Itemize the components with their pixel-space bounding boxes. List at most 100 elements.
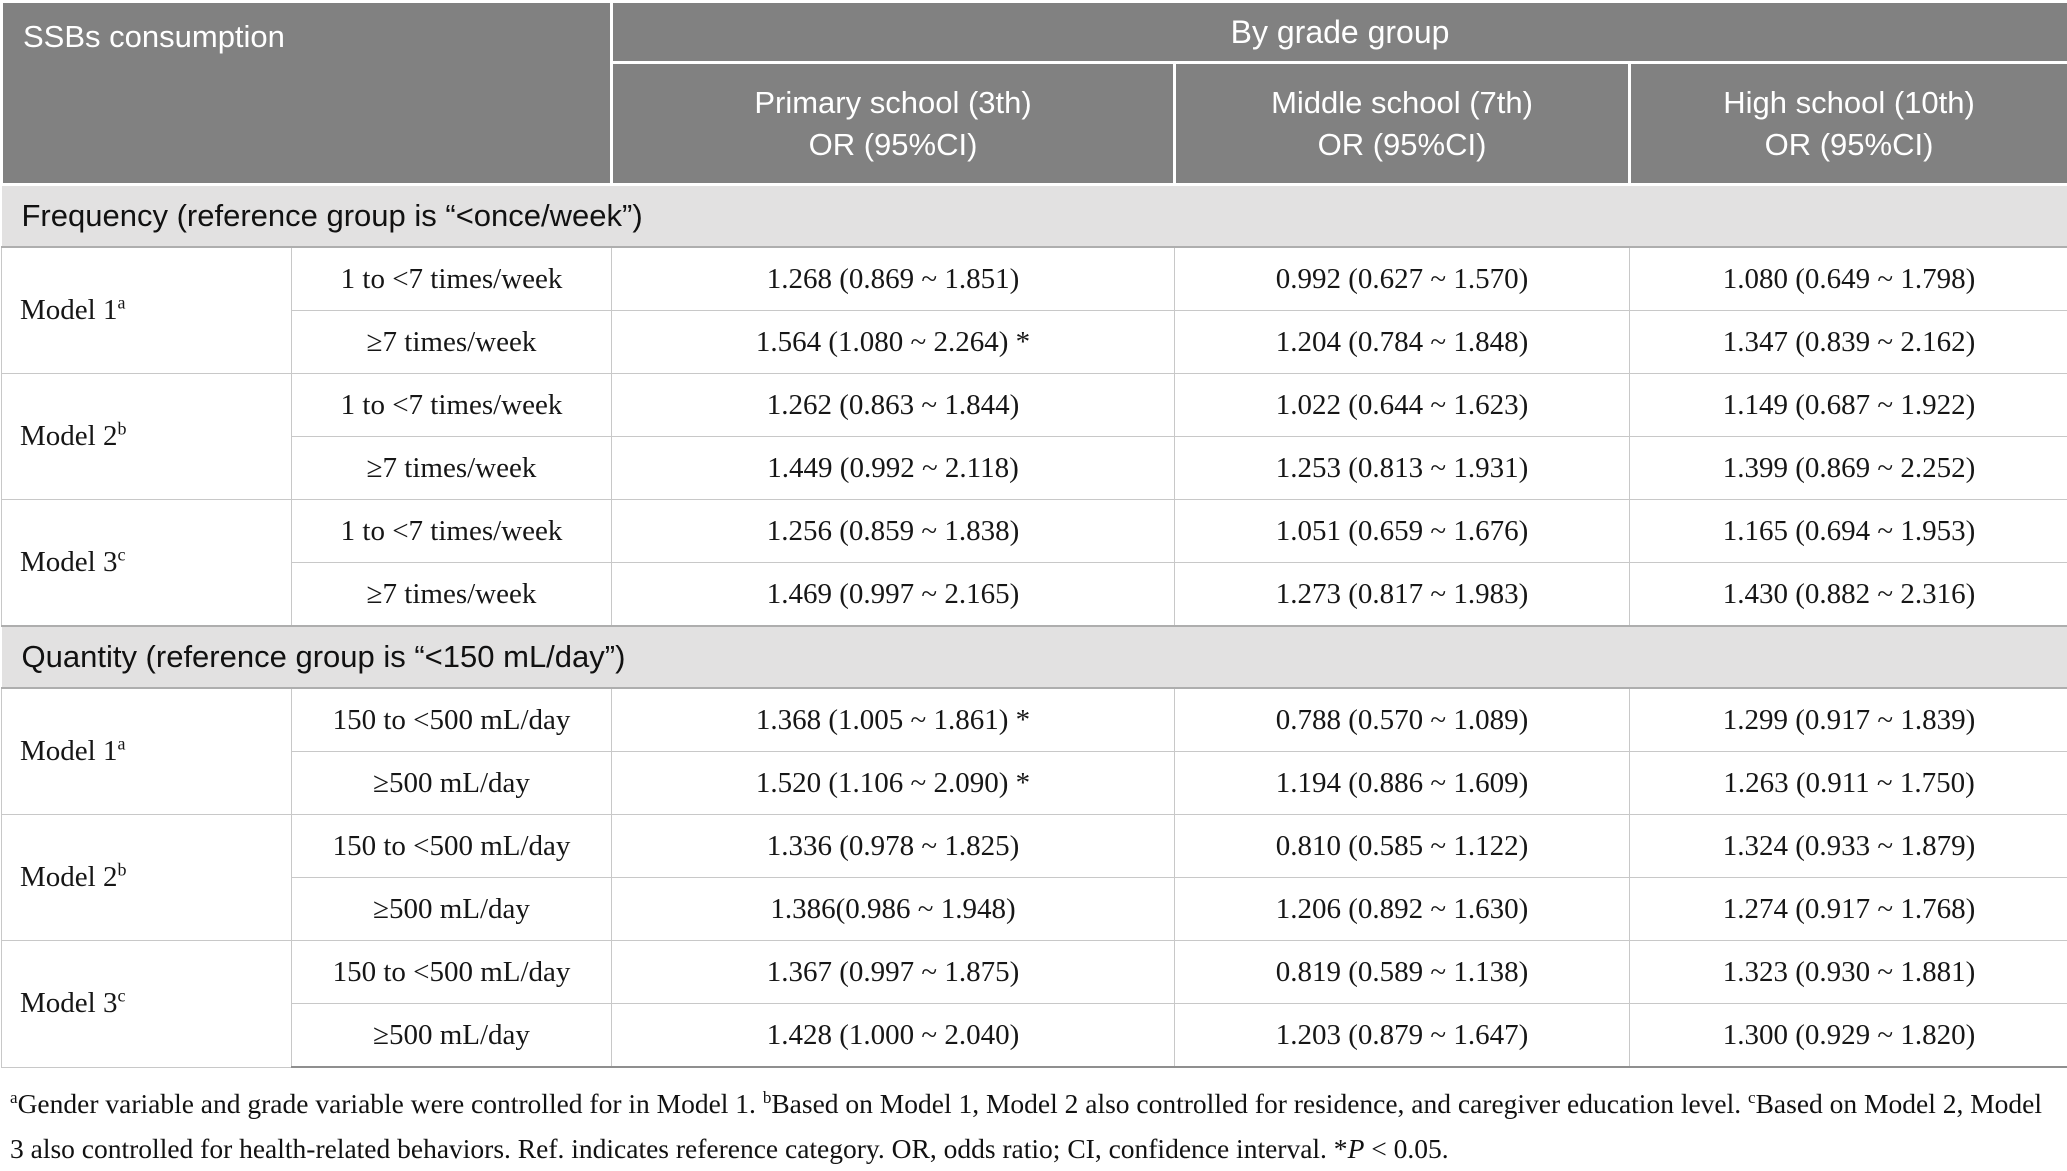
model-2-frequency-label: Model 2b bbox=[2, 374, 292, 500]
model-label: Model 1 bbox=[20, 735, 117, 767]
or-value-primary: 1.367 (0.997 ~ 1.875) bbox=[612, 941, 1175, 1004]
model-1-quantity-label: Model 1a bbox=[2, 688, 292, 815]
or-value-middle: 1.022 (0.644 ~ 1.623) bbox=[1175, 374, 1630, 437]
model-label-sup: c bbox=[117, 986, 125, 1006]
category-cell: 150 to <500 mL/day bbox=[292, 688, 612, 752]
category-cell: 1 to <7 times/week bbox=[292, 500, 612, 563]
or-value-middle: 1.051 (0.659 ~ 1.676) bbox=[1175, 500, 1630, 563]
footnote-text-1: Gender variable and grade variable were … bbox=[18, 1088, 763, 1119]
table-row: Model 3c 1 to <7 times/week 1.256 (0.859… bbox=[2, 500, 2067, 563]
table-body: Frequency (reference group is “<once/wee… bbox=[2, 185, 2067, 1068]
model-label-sup: a bbox=[117, 292, 125, 312]
or-value-high: 1.430 (0.882 ~ 2.316) bbox=[1630, 563, 2067, 627]
table-row: ≥500 mL/day 1.520 (1.106 ~ 2.090) * 1.19… bbox=[2, 752, 2067, 815]
model-label: Model 2 bbox=[20, 420, 117, 452]
or-value-primary: 1.268 (0.869 ~ 1.851) bbox=[612, 247, 1175, 311]
table-footnote: aGender variable and grade variable were… bbox=[10, 1082, 2055, 1171]
category-cell: ≥7 times/week bbox=[292, 563, 612, 627]
or-value-high: 1.300 (0.929 ~ 1.820) bbox=[1630, 1004, 2067, 1068]
table-row: Model 1a 150 to <500 mL/day 1.368 (1.005… bbox=[2, 688, 2067, 752]
table-row: ≥500 mL/day 1.386(0.986 ~ 1.948) 1.206 (… bbox=[2, 878, 2067, 941]
category-cell: 1 to <7 times/week bbox=[292, 247, 612, 311]
table-row: ≥7 times/week 1.564 (1.080 ~ 2.264) * 1.… bbox=[2, 311, 2067, 374]
model-label: Model 3 bbox=[20, 546, 117, 578]
or-value-primary: 1.256 (0.859 ~ 1.838) bbox=[612, 500, 1175, 563]
header-primary-line2: OR (95%CI) bbox=[614, 124, 1172, 166]
model-2-quantity-label: Model 2b bbox=[2, 815, 292, 941]
model-3-quantity-label: Model 3c bbox=[2, 941, 292, 1068]
section-row-frequency: Frequency (reference group is “<once/wee… bbox=[2, 185, 2067, 248]
table-row: Model 1a 1 to <7 times/week 1.268 (0.869… bbox=[2, 247, 2067, 311]
header-ssbs-consumption: SSBs consumption bbox=[2, 2, 612, 185]
or-value-middle: 1.194 (0.886 ~ 1.609) bbox=[1175, 752, 1630, 815]
category-cell: 150 to <500 mL/day bbox=[292, 941, 612, 1004]
footnote-sup-a: a bbox=[10, 1088, 18, 1107]
or-value-primary: 1.262 (0.863 ~ 1.844) bbox=[612, 374, 1175, 437]
or-value-middle: 1.253 (0.813 ~ 1.931) bbox=[1175, 437, 1630, 500]
header-high-line1: High school (10th) bbox=[1632, 82, 2066, 124]
footnote-p-symbol: P bbox=[1348, 1133, 1365, 1164]
or-value-high: 1.323 (0.930 ~ 1.881) bbox=[1630, 941, 2067, 1004]
table-row: Model 2b 150 to <500 mL/day 1.336 (0.978… bbox=[2, 815, 2067, 878]
or-value-primary: 1.564 (1.080 ~ 2.264) * bbox=[612, 311, 1175, 374]
or-value-middle: 1.204 (0.784 ~ 1.848) bbox=[1175, 311, 1630, 374]
header-primary-line1: Primary school (3th) bbox=[614, 82, 1172, 124]
or-value-high: 1.324 (0.933 ~ 1.879) bbox=[1630, 815, 2067, 878]
category-cell: ≥7 times/week bbox=[292, 311, 612, 374]
table-row: ≥7 times/week 1.469 (0.997 ~ 2.165) 1.27… bbox=[2, 563, 2067, 627]
or-value-primary: 1.368 (1.005 ~ 1.861) * bbox=[612, 688, 1175, 752]
table-row: Model 3c 150 to <500 mL/day 1.367 (0.997… bbox=[2, 941, 2067, 1004]
or-value-primary: 1.386(0.986 ~ 1.948) bbox=[612, 878, 1175, 941]
header-high-line2: OR (95%CI) bbox=[1632, 124, 2066, 166]
model-3-frequency-label: Model 3c bbox=[2, 500, 292, 627]
or-value-primary: 1.520 (1.106 ~ 2.090) * bbox=[612, 752, 1175, 815]
model-label-sup: b bbox=[117, 418, 126, 438]
category-cell: ≥500 mL/day bbox=[292, 752, 612, 815]
model-label: Model 3 bbox=[20, 987, 117, 1019]
model-label: Model 2 bbox=[20, 861, 117, 893]
table-header: SSBs consumption By grade group Primary … bbox=[2, 2, 2067, 185]
header-middle-line2: OR (95%CI) bbox=[1177, 124, 1627, 166]
or-value-middle: 1.203 (0.879 ~ 1.647) bbox=[1175, 1004, 1630, 1068]
or-value-middle: 0.992 (0.627 ~ 1.570) bbox=[1175, 247, 1630, 311]
section-row-quantity: Quantity (reference group is “<150 mL/da… bbox=[2, 626, 2067, 688]
section-title-frequency: Frequency (reference group is “<once/wee… bbox=[2, 185, 2067, 248]
results-table: SSBs consumption By grade group Primary … bbox=[0, 0, 2067, 1068]
category-cell: 1 to <7 times/week bbox=[292, 374, 612, 437]
or-value-high: 1.399 (0.869 ~ 2.252) bbox=[1630, 437, 2067, 500]
section-title-quantity: Quantity (reference group is “<150 mL/da… bbox=[2, 626, 2067, 688]
or-value-middle: 0.819 (0.589 ~ 1.138) bbox=[1175, 941, 1630, 1004]
table-row: ≥7 times/week 1.449 (0.992 ~ 2.118) 1.25… bbox=[2, 437, 2067, 500]
or-value-middle: 0.788 (0.570 ~ 1.089) bbox=[1175, 688, 1630, 752]
table-row: ≥500 mL/day 1.428 (1.000 ~ 2.040) 1.203 … bbox=[2, 1004, 2067, 1068]
model-label-sup: a bbox=[117, 733, 125, 753]
or-value-high: 1.149 (0.687 ~ 1.922) bbox=[1630, 374, 2067, 437]
or-value-high: 1.347 (0.839 ~ 2.162) bbox=[1630, 311, 2067, 374]
category-cell: 150 to <500 mL/day bbox=[292, 815, 612, 878]
or-value-middle: 0.810 (0.585 ~ 1.122) bbox=[1175, 815, 1630, 878]
or-value-high: 1.165 (0.694 ~ 1.953) bbox=[1630, 500, 2067, 563]
or-value-middle: 1.273 (0.817 ~ 1.983) bbox=[1175, 563, 1630, 627]
or-value-high: 1.274 (0.917 ~ 1.768) bbox=[1630, 878, 2067, 941]
header-middle-line1: Middle school (7th) bbox=[1177, 82, 1627, 124]
footnote-text-4: < 0.05. bbox=[1364, 1133, 1448, 1164]
model-label-sup: b bbox=[117, 859, 126, 879]
header-middle-school: Middle school (7th) OR (95%CI) bbox=[1175, 63, 1630, 185]
header-high-school: High school (10th) OR (95%CI) bbox=[1630, 63, 2067, 185]
category-cell: ≥7 times/week bbox=[292, 437, 612, 500]
model-1-frequency-label: Model 1a bbox=[2, 247, 292, 374]
footnote-sup-c: c bbox=[1748, 1088, 1756, 1107]
or-value-primary: 1.469 (0.997 ~ 2.165) bbox=[612, 563, 1175, 627]
header-by-grade-group: By grade group bbox=[612, 2, 2067, 63]
or-value-high: 1.299 (0.917 ~ 1.839) bbox=[1630, 688, 2067, 752]
table-row: Model 2b 1 to <7 times/week 1.262 (0.863… bbox=[2, 374, 2067, 437]
or-value-primary: 1.428 (1.000 ~ 2.040) bbox=[612, 1004, 1175, 1068]
category-cell: ≥500 mL/day bbox=[292, 1004, 612, 1068]
or-value-primary: 1.336 (0.978 ~ 1.825) bbox=[612, 815, 1175, 878]
or-value-middle: 1.206 (0.892 ~ 1.630) bbox=[1175, 878, 1630, 941]
category-cell: ≥500 mL/day bbox=[292, 878, 612, 941]
model-label: Model 1 bbox=[20, 294, 117, 326]
model-label-sup: c bbox=[117, 544, 125, 564]
or-value-high: 1.080 (0.649 ~ 1.798) bbox=[1630, 247, 2067, 311]
